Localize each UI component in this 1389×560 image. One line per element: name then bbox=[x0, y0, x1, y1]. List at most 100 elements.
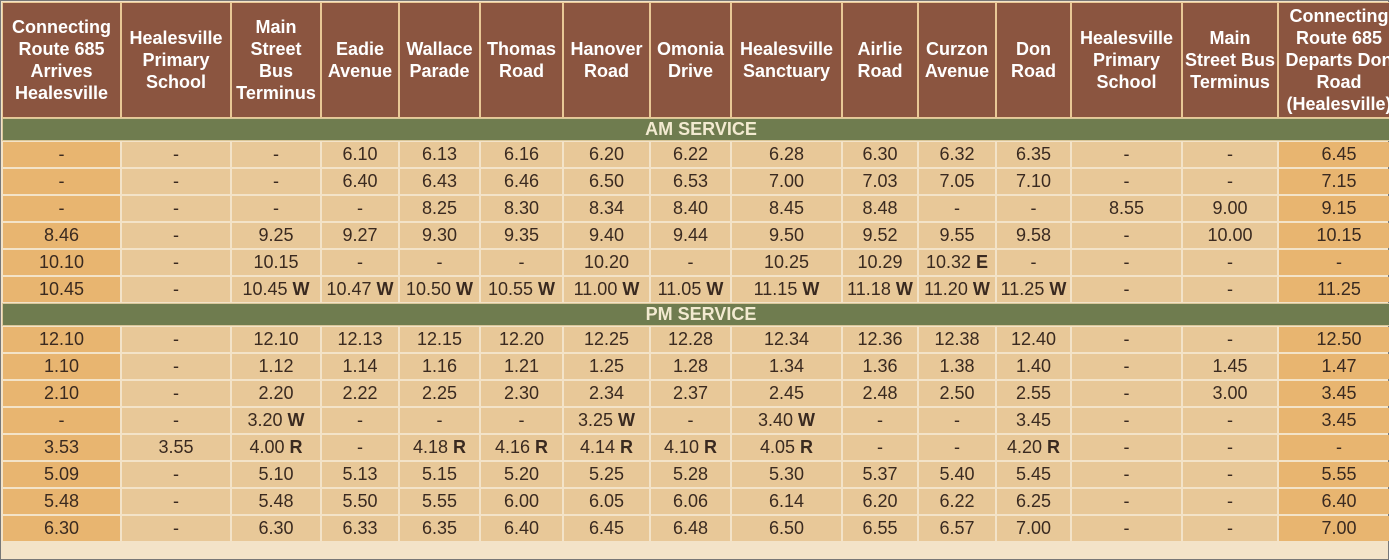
service-note: W bbox=[376, 279, 394, 299]
column-header: Main Street Bus Terminus bbox=[1182, 2, 1278, 118]
service-note: R bbox=[1047, 437, 1061, 457]
time-cell: 7.03 bbox=[843, 169, 917, 194]
column-header: Healesville Primary School bbox=[121, 2, 231, 118]
time-text: 4.20 bbox=[1006, 437, 1043, 457]
time-cell: - bbox=[1183, 142, 1277, 167]
column-header: Healesville Primary School bbox=[1071, 2, 1182, 118]
time-cell: 4.10 R bbox=[651, 435, 730, 460]
time-cell: 10.45 W bbox=[232, 277, 320, 302]
time-cell: 2.48 bbox=[843, 381, 917, 406]
time-cell: 11.00 W bbox=[564, 277, 649, 302]
time-cell: 2.37 bbox=[651, 381, 730, 406]
column-header: Wallace Parade bbox=[399, 2, 480, 118]
time-cell: 12.20 bbox=[481, 327, 562, 352]
time-row: - - -6.40 6.43 6.46 6.50 6.53 7.00 7.03 7.05 7.10-… bbox=[3, 169, 1389, 194]
time-cell: 6.40 bbox=[1279, 489, 1389, 514]
time-text: 3.20 bbox=[247, 410, 283, 430]
time-cell: - bbox=[919, 408, 995, 433]
service-note: W bbox=[456, 279, 474, 299]
time-cell: 1.16 bbox=[400, 354, 479, 379]
time-cell: 6.40 bbox=[481, 516, 562, 541]
section-title: AM SERVICE bbox=[2, 118, 1389, 141]
time-cell: 6.50 bbox=[732, 516, 841, 541]
time-cell: 6.35 bbox=[400, 516, 479, 541]
time-cell: - bbox=[122, 354, 230, 379]
time-text: 11.15 bbox=[753, 279, 798, 299]
time-text: 4.10 bbox=[663, 437, 700, 457]
time-cell: 2.22 bbox=[322, 381, 398, 406]
time-cell: 5.15 bbox=[400, 462, 479, 487]
time-cell: 11.05 W bbox=[651, 277, 730, 302]
service-note: E bbox=[976, 252, 989, 272]
column-header: Airlie Road bbox=[842, 2, 918, 118]
time-cell: - bbox=[1183, 250, 1277, 275]
time-cell: - bbox=[122, 223, 230, 248]
time-cell: 8.46 bbox=[3, 223, 120, 248]
time-cell: 9.15 bbox=[1279, 196, 1389, 221]
time-cell: 3.55 bbox=[122, 435, 230, 460]
time-cell: 2.30 bbox=[481, 381, 562, 406]
service-note: W bbox=[618, 410, 636, 430]
time-cell: - bbox=[843, 408, 917, 433]
time-cell: 3.20 W bbox=[232, 408, 320, 433]
time-cell: 12.36 bbox=[843, 327, 917, 352]
time-cell: 7.10 bbox=[997, 169, 1070, 194]
time-cell: 11.25 bbox=[1279, 277, 1389, 302]
time-cell: 5.25 bbox=[564, 462, 649, 487]
time-cell: 4.05 R bbox=[732, 435, 841, 460]
time-cell: 6.48 bbox=[651, 516, 730, 541]
time-cell: 5.50 bbox=[322, 489, 398, 514]
column-header: Don Road bbox=[996, 2, 1071, 118]
time-cell: 10.45 bbox=[3, 277, 120, 302]
time-cell: - bbox=[997, 250, 1070, 275]
time-cell: - bbox=[1072, 327, 1181, 352]
time-cell: 5.48 bbox=[3, 489, 120, 514]
time-cell: 3.00 bbox=[1183, 381, 1277, 406]
time-row: - -3.20 W - - -3.25 W -3.40 W - -3.45- -3.45 bbox=[3, 408, 1389, 433]
time-text: 4.18 bbox=[412, 437, 449, 457]
time-cell: - bbox=[322, 408, 398, 433]
time-text: 10.32 bbox=[925, 252, 971, 272]
time-cell: - bbox=[3, 196, 120, 221]
time-text: 4.05 bbox=[759, 437, 796, 457]
time-cell: 11.20 W bbox=[919, 277, 995, 302]
time-cell: - bbox=[232, 142, 320, 167]
time-cell: 6.16 bbox=[481, 142, 562, 167]
time-cell: 4.20 R bbox=[997, 435, 1070, 460]
time-cell: 6.22 bbox=[919, 489, 995, 514]
time-cell: - bbox=[3, 169, 120, 194]
time-row: - - - -8.25 8.30 8.34 8.40 8.45 8.48- -8.55 9.00 9.… bbox=[3, 196, 1389, 221]
time-cell: 5.10 bbox=[232, 462, 320, 487]
time-cell: 2.10 bbox=[3, 381, 120, 406]
time-text: 11.20 bbox=[924, 279, 968, 299]
service-note: W bbox=[706, 279, 724, 299]
time-cell: 11.25 W bbox=[997, 277, 1070, 302]
time-cell: 6.45 bbox=[1279, 142, 1389, 167]
column-header: Curzon Avenue bbox=[918, 2, 996, 118]
time-cell: 10.15 bbox=[232, 250, 320, 275]
time-cell: 10.50 W bbox=[400, 277, 479, 302]
time-cell: - bbox=[1072, 489, 1181, 514]
time-cell: 9.52 bbox=[843, 223, 917, 248]
time-cell: 6.20 bbox=[564, 142, 649, 167]
time-cell: 6.46 bbox=[481, 169, 562, 194]
time-cell: - bbox=[1072, 223, 1181, 248]
column-header: Healesville Sanctuary bbox=[731, 2, 842, 118]
time-text: 10.55 bbox=[487, 279, 534, 299]
time-cell: - bbox=[651, 250, 730, 275]
time-row: 5.09-5.10 5.13 5.15 5.20 5.25 5.28 5.30 5.37 5.4… bbox=[3, 462, 1389, 487]
column-header: Connecting Route 685 Departs Don Road (H… bbox=[1278, 2, 1389, 118]
time-cell: - bbox=[481, 408, 562, 433]
time-cell: 1.34 bbox=[732, 354, 841, 379]
time-cell: 1.45 bbox=[1183, 354, 1277, 379]
time-row: 10.45-10.45 W 10.47 W 10.50 W 10.55 W 11.00 … bbox=[3, 277, 1389, 302]
time-cell: 6.33 bbox=[322, 516, 398, 541]
time-cell: 8.55 bbox=[1072, 196, 1181, 221]
time-cell: 10.15 bbox=[1279, 223, 1389, 248]
service-note: W bbox=[292, 279, 310, 299]
time-row: 2.10-2.20 2.22 2.25 2.30 2.34 2.37 2.45 2.48 2.5… bbox=[3, 381, 1389, 406]
time-text: 4.14 bbox=[579, 437, 616, 457]
service-note: R bbox=[535, 437, 549, 457]
